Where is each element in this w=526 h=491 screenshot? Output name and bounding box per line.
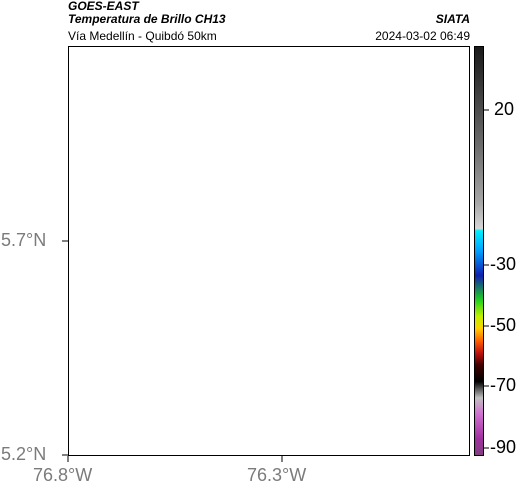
route-subtitle: Vía Medellín - Quibdó 50km <box>68 29 217 43</box>
lat-label-5-2: 5.2°N <box>1 444 47 464</box>
colorbar-label-minus30: -30 <box>490 254 517 274</box>
lon-label-76-3: 76.3°W <box>247 465 307 485</box>
lat-label-5-7: 5.7°N <box>1 230 47 250</box>
colorbar-label-minus70: -70 <box>490 375 517 395</box>
lon-label-76-8: 76.8°W <box>33 465 93 485</box>
datetime-label: 2024-03-02 06:49 <box>375 29 470 43</box>
product-title: Temperatura de Brillo CH13 <box>68 12 226 26</box>
satellite-title: GOES-EAST <box>68 0 139 13</box>
colorbar-label-minus50: -50 <box>490 315 517 335</box>
colorbar-label-minus90: -90 <box>490 437 517 457</box>
map-frame <box>68 46 470 456</box>
organization-label: SIATA <box>435 12 470 26</box>
colorbar-label-20: 20 <box>494 99 515 119</box>
temperature-colorbar <box>474 46 484 456</box>
